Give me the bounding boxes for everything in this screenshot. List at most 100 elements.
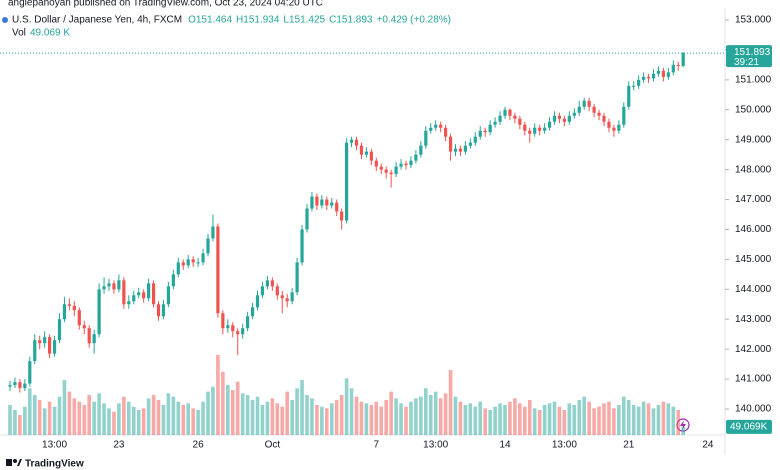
- x-tick-label: 13:00: [552, 440, 577, 451]
- volume-bar: [196, 410, 200, 435]
- volume-bar: [527, 400, 532, 435]
- candle-body: [651, 73, 656, 79]
- volume-bar: [364, 403, 369, 435]
- y-tick-label: 148.000: [735, 164, 772, 175]
- volume-bar: [325, 408, 329, 435]
- volume-bar: [374, 401, 379, 435]
- candle-body: [72, 305, 76, 311]
- volume-bar: [240, 393, 245, 435]
- volume-bar: [473, 406, 478, 435]
- candle-body: [597, 112, 601, 116]
- volume-bar: [513, 398, 517, 435]
- candle-body: [379, 166, 383, 170]
- volume-bar: [607, 401, 611, 435]
- volume-bar: [518, 403, 522, 435]
- candle-body: [250, 307, 255, 317]
- volume-bar: [354, 396, 359, 435]
- candle-body: [18, 382, 22, 389]
- candle-body: [552, 115, 557, 122]
- volume-bar: [443, 393, 448, 435]
- volume-bar: [77, 401, 82, 435]
- volume-bar: [176, 401, 181, 435]
- volume-bar: [161, 405, 166, 435]
- candle-body: [508, 109, 512, 116]
- candle-body: [280, 295, 284, 299]
- candle-body: [265, 280, 269, 287]
- volume-bar: [349, 388, 354, 435]
- volume-bar: [13, 410, 17, 435]
- candle-body: [473, 136, 477, 143]
- candle-body: [171, 274, 175, 287]
- volume-bar: [255, 396, 260, 435]
- volume-bar: [656, 405, 661, 435]
- candle-body: [211, 226, 215, 239]
- candle-body: [216, 226, 220, 314]
- candle-body: [671, 64, 675, 73]
- y-tick-label: 146.000: [735, 224, 772, 235]
- volume-bar: [359, 401, 364, 435]
- volume-bar: [23, 406, 27, 435]
- candle-body: [270, 280, 274, 287]
- candle-body: [161, 304, 166, 317]
- volume-bar: [275, 403, 280, 435]
- volume-bar: [438, 398, 443, 435]
- volume-bar: [57, 396, 62, 435]
- candle-body: [458, 148, 463, 152]
- x-tick-label: 21: [623, 440, 635, 451]
- volume-label: 49.069K: [730, 421, 768, 432]
- candle-body: [132, 295, 136, 302]
- volume-bar: [622, 396, 626, 435]
- x-tick-label: 7: [374, 440, 380, 451]
- candle-body: [419, 145, 423, 155]
- volume-bar: [8, 405, 12, 435]
- candle-body: [666, 72, 670, 77]
- volume-bar: [329, 403, 334, 435]
- ohlc-text: H151.934: [236, 15, 280, 26]
- volume-bar: [42, 408, 47, 435]
- volume-bar: [572, 405, 577, 435]
- candle-body: [38, 340, 42, 344]
- y-tick-label: 145.000: [735, 254, 772, 265]
- volume-bar: [235, 381, 240, 435]
- candle-body: [622, 106, 626, 125]
- candle-body: [57, 319, 62, 341]
- candle-body: [156, 304, 161, 317]
- candle-body: [354, 139, 359, 146]
- candle-body: [468, 142, 472, 146]
- y-tick-label: 149.000: [735, 134, 772, 145]
- volume-bar: [28, 388, 32, 435]
- volume-bar: [404, 406, 408, 435]
- candle-body: [349, 139, 354, 143]
- candle-body: [518, 118, 522, 125]
- candle-body: [231, 325, 235, 332]
- volume-bar: [577, 400, 582, 435]
- volume-bar: [424, 388, 428, 435]
- candle-body: [572, 112, 576, 116]
- volume-bar: [186, 403, 190, 435]
- candle-body: [196, 262, 200, 264]
- x-tick-label: 26: [193, 440, 205, 451]
- candle-body: [102, 286, 106, 290]
- volume-bar: [468, 403, 473, 435]
- volume-bar: [646, 403, 651, 435]
- candle-body: [285, 298, 289, 302]
- volume-bar: [384, 400, 388, 435]
- candle-body: [340, 211, 344, 221]
- volume-bar: [310, 398, 314, 435]
- volume-bar: [587, 401, 591, 435]
- volume-bar: [221, 371, 225, 435]
- candle-body: [656, 70, 661, 74]
- y-tick-label: 141.000: [735, 374, 772, 385]
- candle-body: [92, 334, 96, 344]
- candle-body: [127, 301, 131, 305]
- volume-bar: [87, 395, 91, 435]
- y-tick-label: 143.000: [735, 314, 772, 325]
- volume-bar: [339, 395, 344, 435]
- volume-bar: [448, 370, 453, 435]
- candle-body: [275, 286, 279, 296]
- volume-bar: [394, 398, 398, 435]
- candle-body: [315, 196, 319, 206]
- candle-body: [448, 136, 453, 152]
- candle-body: [122, 280, 126, 305]
- volume-bar: [399, 403, 403, 435]
